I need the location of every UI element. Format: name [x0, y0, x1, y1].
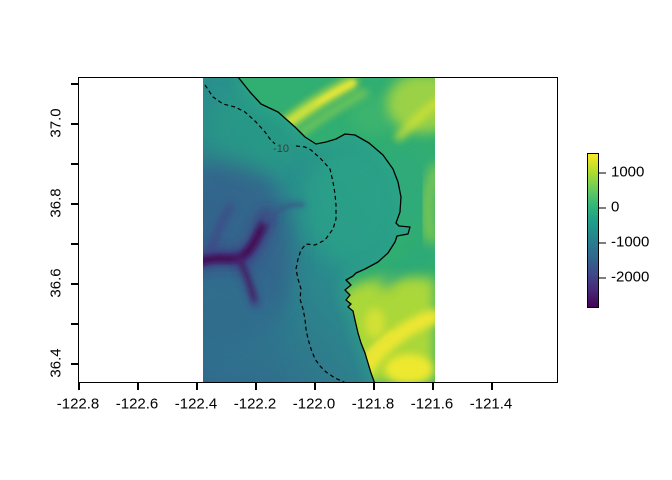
legend-tick-label: -1000 [611, 233, 650, 251]
y-tick-label: 37.0 [47, 108, 65, 138]
x-tick [196, 383, 198, 390]
x-tick [373, 383, 375, 390]
highlands-east [422, 163, 435, 248]
y-tick [71, 363, 78, 365]
river-valley [379, 242, 435, 289]
y-minor-tick [71, 163, 78, 165]
x-tick [78, 383, 80, 390]
x-tick [432, 383, 434, 390]
x-tick-label: -122.6 [115, 395, 159, 413]
peak-cluster [385, 354, 433, 383]
x-tick-label: -122.4 [174, 395, 218, 413]
legend-gradient [588, 154, 598, 307]
x-tick [137, 383, 139, 390]
depth-contour-dashed [295, 145, 347, 383]
x-tick-label: -122.2 [233, 395, 277, 413]
y-tick-label: 36.6 [47, 268, 65, 298]
depth-contour-dashed [204, 84, 276, 145]
x-tick-label: -121.6 [410, 395, 454, 413]
legend-tick-label: -2000 [611, 268, 650, 286]
x-tick [255, 383, 257, 390]
legend-tick [599, 172, 606, 174]
y-tick [71, 283, 78, 285]
legend-colorbar [587, 153, 599, 308]
raster-map: -10 [203, 77, 435, 383]
x-tick [314, 383, 316, 390]
bay-shallows [305, 143, 401, 267]
legend-tick [599, 242, 606, 244]
coastline-contour [237, 77, 411, 383]
x-tick-label: -122.0 [292, 395, 336, 413]
legend-tick [599, 207, 606, 209]
contour-label: -10 [273, 143, 289, 155]
peak-cluster [365, 308, 385, 338]
x-tick-label: -122.8 [56, 395, 100, 413]
y-tick [71, 203, 78, 205]
x-tick-label: -121.8 [351, 395, 395, 413]
highlands-northeast [387, 77, 435, 133]
x-tick [491, 383, 493, 390]
legend-tick-label: 0 [611, 198, 620, 216]
y-tick-label: 36.8 [47, 188, 65, 218]
canyon-branch-south-core [238, 258, 256, 301]
canyon-branch-north [207, 203, 234, 253]
legend-tick [599, 277, 606, 279]
ridge-streak [395, 97, 435, 141]
y-minor-tick [71, 83, 78, 85]
x-tick-label: -121.4 [469, 395, 513, 413]
y-minor-tick [71, 323, 78, 325]
y-minor-tick [71, 243, 78, 245]
legend-tick-label: 1000 [611, 163, 645, 181]
ridge-streak [297, 89, 368, 137]
y-tick-label: 36.4 [47, 348, 65, 378]
canyon-head-core [263, 203, 305, 225]
y-tick [71, 123, 78, 125]
